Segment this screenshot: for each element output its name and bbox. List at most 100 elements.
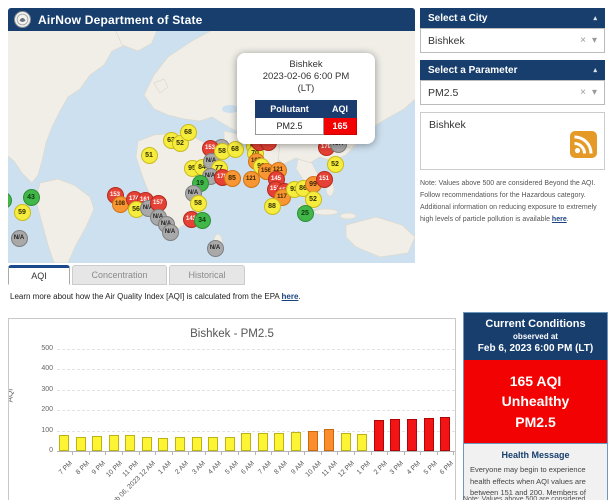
- clear-city-icon[interactable]: ×: [580, 35, 586, 46]
- chart-bar[interactable]: [224, 436, 235, 451]
- health-message-title: Health Message: [501, 449, 570, 460]
- chart-bar[interactable]: [406, 418, 417, 451]
- map-popup[interactable]: Bishkek 2023-02-06 6:00 PM (LT) Pollutan…: [237, 53, 375, 144]
- chart-x-tickmark: [138, 452, 140, 455]
- chart-bar[interactable]: [174, 436, 185, 451]
- chart-bar[interactable]: [357, 433, 368, 451]
- chart-x-tickmark: [320, 452, 322, 455]
- city-select[interactable]: Bishkek × ▾: [420, 28, 605, 53]
- chart-bar[interactable]: [92, 435, 103, 451]
- chart-gridline: [57, 349, 455, 350]
- chart-bar[interactable]: [440, 417, 451, 451]
- dos-seal-logo: [14, 11, 31, 28]
- chart-y-tick-label: 300: [41, 385, 53, 393]
- popup-pollutant-value: PM2.5: [254, 116, 325, 135]
- chart-x-tickmark: [387, 452, 389, 455]
- chart-bar[interactable]: [324, 428, 335, 451]
- aqi-map-marker[interactable]: 85: [223, 169, 241, 187]
- chart-x-tickmark: [237, 452, 239, 455]
- aqi-map-marker[interactable]: 88: [263, 197, 281, 215]
- chart-bar[interactable]: [125, 434, 136, 451]
- chart-x-tick-label: 3 PM: [389, 460, 406, 477]
- chart-bar[interactable]: [423, 417, 434, 451]
- aqi-map-marker[interactable]: 52: [304, 190, 322, 208]
- aqi-map-marker[interactable]: N/A: [206, 239, 224, 257]
- observed-at-label: observed at: [513, 332, 558, 341]
- aqi-map-marker[interactable]: 59: [13, 203, 31, 221]
- observed-datetime: Feb 6, 2023 6:00 PM (LT): [477, 343, 594, 354]
- chart-x-tickmark: [353, 452, 355, 455]
- chart-x-tickmark: [337, 452, 339, 455]
- aqi-map-marker[interactable]: 151: [315, 170, 333, 188]
- aqi-map-marker[interactable]: 52: [326, 155, 344, 173]
- chart-bar[interactable]: [373, 419, 384, 451]
- chart-bar[interactable]: [307, 430, 318, 451]
- chart-bar[interactable]: [274, 433, 285, 451]
- chart-x-tick-label: 4 PM: [405, 460, 422, 477]
- chart-bar[interactable]: [141, 437, 152, 451]
- aqi-world-map[interactable]: 464359N/A15310817416156N/A157N/AN/AN/A51…: [8, 31, 415, 263]
- chart-x-tick-label: 1 AM: [157, 460, 174, 476]
- aqi-map-marker[interactable]: 68: [179, 123, 197, 141]
- tab-aqi[interactable]: AQI: [8, 265, 70, 285]
- chart-x-axis: [57, 451, 455, 452]
- current-conditions-panel: Current Conditions observed at Feb 6, 20…: [463, 312, 608, 500]
- aqi-map-marker[interactable]: 58: [213, 142, 231, 160]
- aqi-map-marker[interactable]: 46: [8, 191, 12, 209]
- aqi-map-marker[interactable]: 25: [296, 204, 314, 222]
- select-city-header-label: Select a City: [428, 12, 488, 24]
- chart-bar[interactable]: [290, 432, 301, 451]
- tab-concentration[interactable]: Concentration: [72, 265, 167, 285]
- chart-x-tick-label: 2 AM: [174, 460, 190, 476]
- aqi-map-marker[interactable]: 58: [189, 194, 207, 212]
- select-city-header[interactable]: Select a City ▴: [420, 8, 605, 28]
- aqi-map-marker[interactable]: 43: [22, 188, 40, 206]
- chart-bar[interactable]: [241, 433, 252, 451]
- collapse-chevron-icon[interactable]: ▴: [593, 15, 597, 22]
- chart-bar[interactable]: [208, 437, 219, 451]
- collapse-chevron-icon[interactable]: ▴: [593, 67, 597, 74]
- chart-bar[interactable]: [257, 432, 268, 451]
- epa-here-link[interactable]: here: [281, 292, 299, 301]
- chart-bar[interactable]: [390, 419, 401, 451]
- clear-parameter-icon[interactable]: ×: [580, 87, 586, 98]
- aqi-map-marker[interactable]: 68: [226, 140, 244, 158]
- select-parameter-header[interactable]: Select a Parameter ▴: [420, 60, 605, 80]
- chart-x-tick-label: 4 AM: [207, 460, 224, 476]
- rss-city-label: Bishkek: [429, 119, 466, 131]
- chart-y-tick-label: 0: [49, 447, 53, 454]
- aqi-map-marker[interactable]: 34: [193, 211, 211, 229]
- chart-bar[interactable]: [158, 437, 169, 451]
- city-dropdown-caret-icon[interactable]: ▾: [591, 35, 597, 46]
- chart-y-tick-label: 200: [41, 406, 53, 414]
- chart-bar[interactable]: [191, 437, 202, 451]
- chart-x-tickmark: [436, 452, 438, 455]
- aqi-map-marker[interactable]: N/A: [10, 229, 28, 247]
- aqi-category: Unhealthy: [501, 393, 570, 410]
- chart-bar[interactable]: [340, 433, 351, 451]
- city-select-value: Bishkek: [428, 34, 465, 47]
- beyond-aqi-note-after: .: [566, 215, 569, 223]
- chart-bar[interactable]: [59, 435, 69, 451]
- chart-x-tickmark: [188, 452, 190, 455]
- popup-col-aqi: AQI: [323, 99, 357, 118]
- aqi-map-marker[interactable]: 51: [140, 146, 158, 164]
- parameter-select[interactable]: PM2.5 × ▾: [420, 80, 605, 105]
- rss-icon[interactable]: [570, 131, 597, 163]
- chart-x-tickmark: [72, 452, 74, 455]
- app-header: AirNow Department of State: [8, 8, 415, 31]
- aqi-map-marker[interactable]: 121: [242, 170, 260, 188]
- note-here-link[interactable]: here: [551, 215, 567, 223]
- chart-x-tickmark: [221, 452, 223, 455]
- chart-x-tick-label: 8 AM: [273, 460, 290, 476]
- chart-gridline: [57, 430, 455, 432]
- chart-x-tickmark: [271, 452, 273, 455]
- chart-bar[interactable]: [108, 434, 119, 451]
- tab-historical[interactable]: Historical: [169, 265, 245, 285]
- chart-bar[interactable]: [75, 436, 86, 451]
- parameter-dropdown-caret-icon[interactable]: ▾: [591, 87, 597, 98]
- aqi-value: 165 AQI: [509, 373, 562, 389]
- chart-x-tick-label: 12 PM: [336, 460, 356, 479]
- chart-gridline: [57, 369, 455, 371]
- aqi-map-marker[interactable]: N/A: [161, 223, 179, 241]
